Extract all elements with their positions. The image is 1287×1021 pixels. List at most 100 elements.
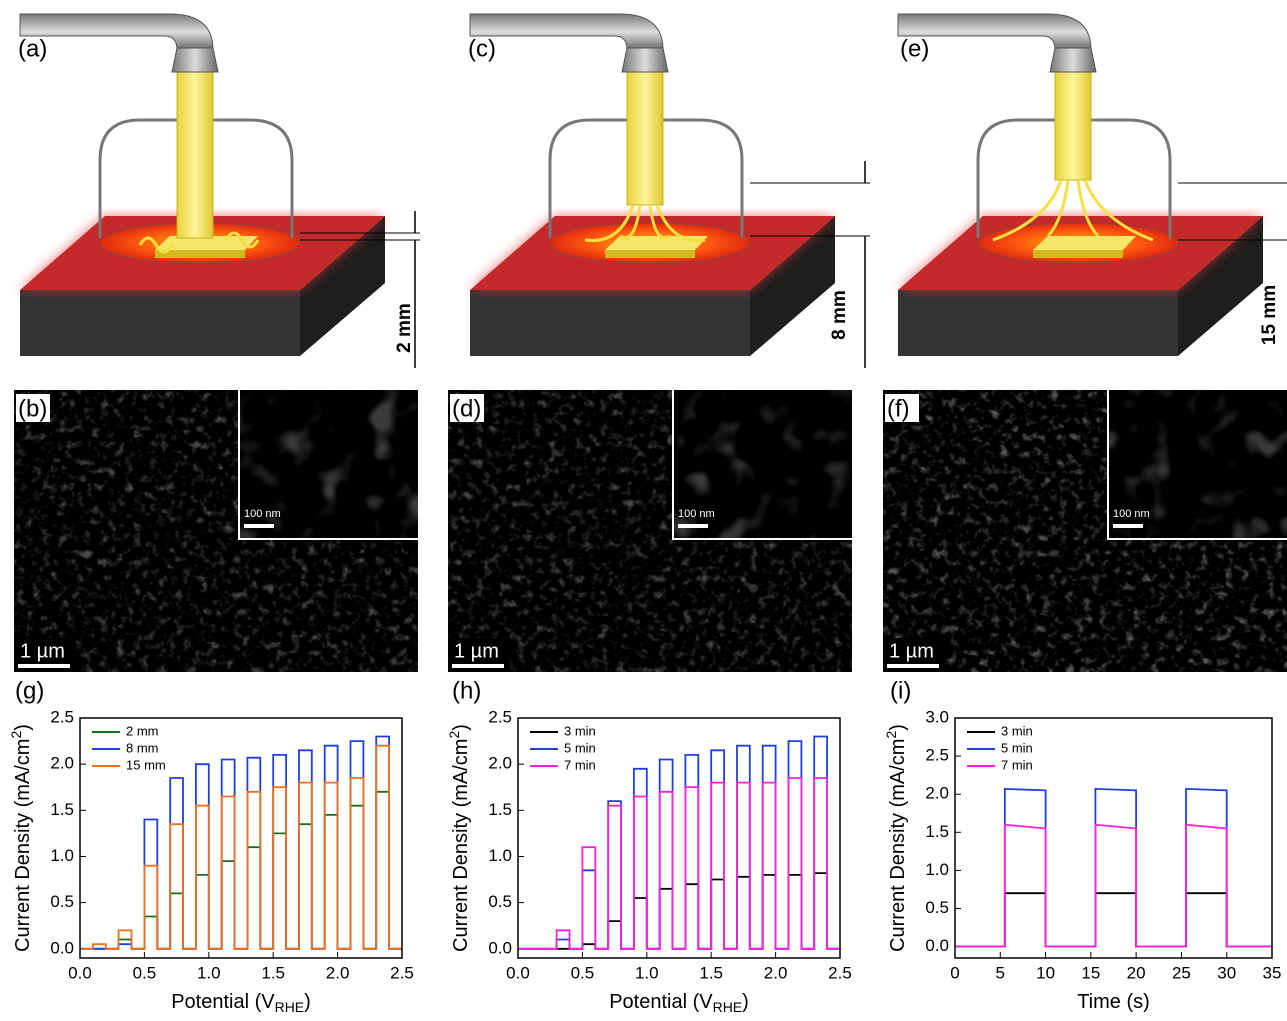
x-axis-label: Potential (VRHE) — [609, 991, 749, 1014]
y-axis-label-part: 2 — [883, 731, 899, 739]
panel-label: (h) — [452, 677, 481, 704]
schematic: 2 mm — [19, 13, 420, 368]
nozzle — [621, 47, 669, 73]
chart: (g) 0.0 0.5 1.0 1.5 2.0 2.5 0.0 0.5 1.0 1.5 2.0 2.5 2… — [8, 677, 414, 1014]
legend-label: 7 min — [1001, 757, 1033, 772]
legend-label: 5 min — [1001, 740, 1033, 755]
chart: (h) 0.0 0.5 1.0 1.5 2.0 2.5 0.0 0.5 1.0 1.5 2.0 2.5 3… — [446, 677, 852, 1014]
distance-label: 2 mm — [394, 303, 415, 353]
data-line — [80, 790, 402, 950]
x-tick-label: 1.0 — [197, 963, 221, 982]
x-tick-label: 2.5 — [828, 963, 852, 982]
y-tick-label: 1.0 — [925, 860, 949, 879]
substrate-side — [155, 250, 245, 258]
x-tick-label: 0.5 — [133, 963, 157, 982]
y-axis-label-part: ) — [12, 724, 34, 731]
hot-plate-side — [300, 216, 385, 356]
x-tick-label: 25 — [1172, 963, 1191, 982]
inset-scale-bar — [678, 524, 708, 528]
y-tick-label: 0.5 — [488, 892, 512, 911]
plot-frame — [79, 717, 403, 959]
pipe — [19, 13, 214, 51]
substrate-top — [155, 236, 258, 250]
x-tick-label: 30 — [1217, 963, 1236, 982]
x-tick-label: 0.0 — [506, 963, 530, 982]
x-axis-label-part: Potential (V — [171, 991, 275, 1013]
y-axis-label-part: ) — [450, 724, 472, 731]
x-tick-label: 10 — [1036, 963, 1055, 982]
x-axis-label-part: ) — [304, 991, 311, 1013]
flame-tail — [138, 231, 260, 254]
y-tick-label: 2.5 — [925, 746, 949, 765]
x-axis-label: Potential (VRHE) — [171, 991, 311, 1014]
x-tick-label: 1.0 — [635, 963, 659, 982]
inset-scale-label: 100 nm — [1113, 508, 1150, 520]
y-tick-label: 1.0 — [50, 846, 74, 865]
data-line — [518, 777, 840, 950]
y-tick-label: 2.0 — [50, 754, 74, 773]
y-tick-label: 1.5 — [925, 822, 949, 841]
x-axis-label-part: Time (s) — [1077, 991, 1150, 1013]
y-tick-label: 0.5 — [925, 898, 949, 917]
y-tick-label: 0.0 — [925, 936, 949, 955]
legend-label: 3 min — [1001, 723, 1033, 738]
scale-bar-label: 1 µm — [889, 640, 934, 662]
substrate-side — [605, 250, 695, 258]
x-tick-label: 15 — [1081, 963, 1100, 982]
y-axis-label-part: Current Density (mA/cm — [450, 739, 472, 952]
panel-label: (d) — [452, 395, 481, 422]
pipe — [469, 13, 664, 51]
hot-plate-side — [1178, 216, 1263, 356]
data-line — [955, 787, 1272, 948]
panel-label: (g) — [15, 677, 44, 704]
legend-label: 2 mm — [126, 723, 159, 738]
y-tick-label: 3.0 — [925, 707, 949, 726]
y-tick-label: 1.5 — [488, 800, 512, 819]
distance-label: 8 mm — [829, 290, 850, 340]
inset-scale-bar — [1113, 524, 1143, 528]
panel-label: (c) — [468, 35, 496, 62]
flame-streams — [992, 179, 1154, 242]
y-axis-label-part: Current Density (mA/cm — [12, 739, 34, 952]
y-tick-label: 2.5 — [488, 707, 512, 726]
inset-texture — [240, 390, 418, 538]
scale-bar — [18, 664, 70, 668]
inset-scale-label: 100 nm — [244, 508, 281, 520]
y-axis-label-part: Current Density (mA/cm — [887, 739, 909, 952]
distance-label: 15 mm — [1259, 285, 1280, 345]
panel-label: (a) — [18, 35, 47, 62]
inset-scale-bar — [244, 524, 274, 528]
x-axis-label-part: ) — [742, 991, 749, 1013]
hot-plate-side — [750, 216, 835, 356]
data-line — [955, 892, 1272, 948]
x-tick-label: 2.5 — [390, 963, 414, 982]
substrate-top — [1033, 236, 1136, 250]
chart: (i) 0.0 0.5 1.0 1.5 2.0 2.5 3.0 0 5 10 15 20 25 30 35 3 … — [883, 677, 1282, 1013]
data-line — [80, 744, 402, 950]
scale-bar-label: 1 µm — [454, 640, 499, 662]
charts: (g) 0.0 0.5 1.0 1.5 2.0 2.5 0.0 0.5 1.0 1.5 2.0 2.5 2… — [8, 677, 1282, 1014]
data-line — [955, 823, 1272, 948]
scale-bar-label: 1 µm — [20, 640, 65, 662]
panel-label-box — [450, 394, 484, 422]
plot-frame — [954, 717, 1273, 959]
panel-label: (f) — [887, 395, 910, 422]
legend-label: 5 min — [564, 740, 596, 755]
x-tick-label: 20 — [1127, 963, 1146, 982]
x-axis-label: Time (s) — [1077, 991, 1150, 1013]
legend-label: 8 mm — [126, 740, 159, 755]
y-tick-label: 1.0 — [488, 846, 512, 865]
x-tick-label: 2.0 — [326, 963, 350, 982]
x-tick-label: 0.5 — [571, 963, 595, 982]
y-tick-label: 2.0 — [925, 784, 949, 803]
legend-label: 7 min — [564, 757, 596, 772]
nozzle — [171, 47, 219, 73]
x-tick-label: 1.5 — [261, 963, 285, 982]
x-tick-label: 0.0 — [68, 963, 92, 982]
panel-label: (e) — [900, 35, 929, 62]
legend-label: 3 min — [564, 723, 596, 738]
y-axis-label-part: 2 — [8, 731, 24, 739]
substrate-top — [605, 236, 708, 250]
x-tick-label: 1.5 — [699, 963, 723, 982]
